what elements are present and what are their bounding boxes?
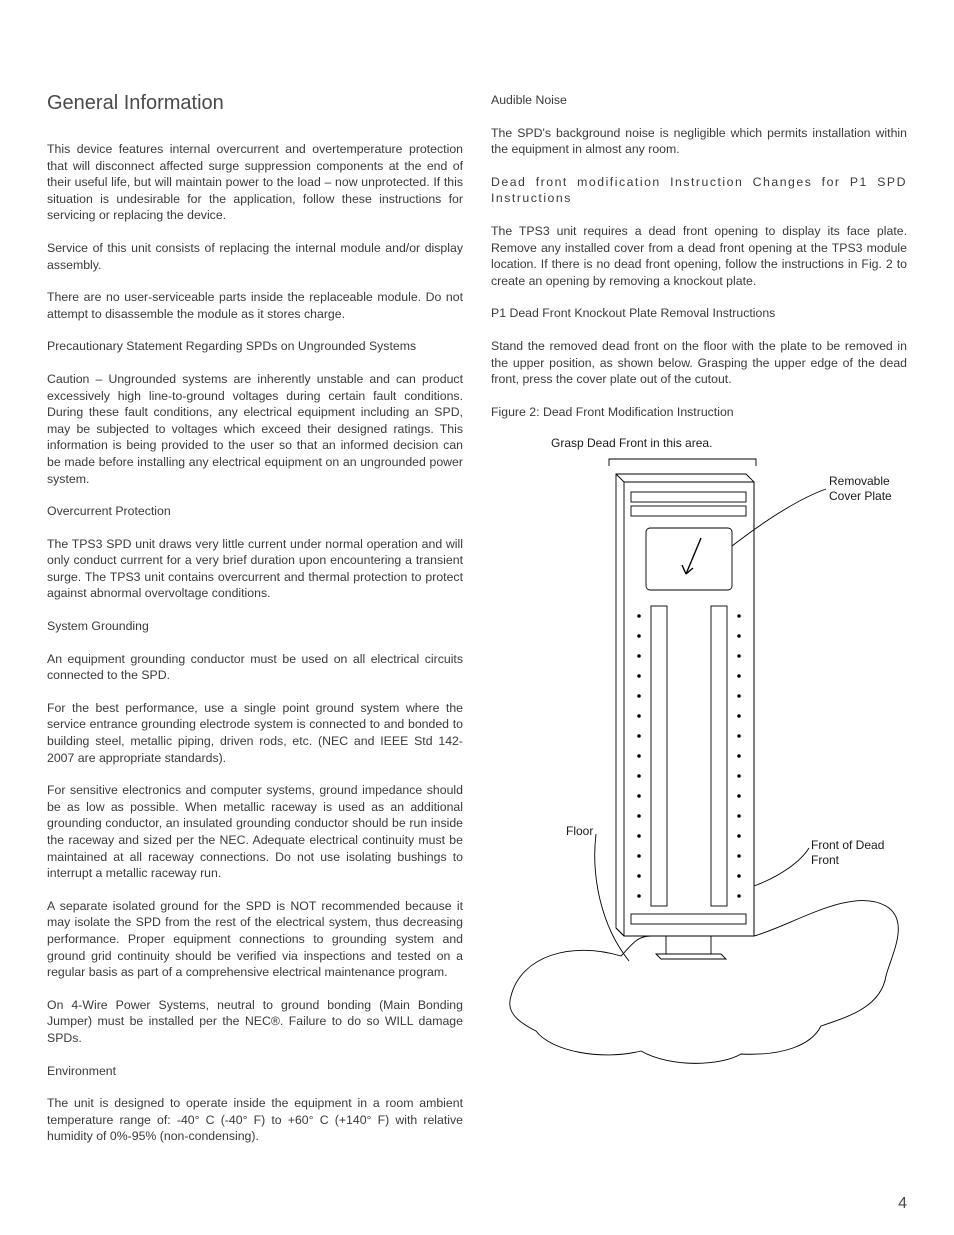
- paragraph: There are no user-serviceable parts insi…: [47, 289, 463, 322]
- paragraph: A separate isolated ground for the SPD i…: [47, 898, 463, 981]
- right-column: Audible Noise The SPD's background noise…: [491, 92, 907, 1161]
- paragraph: The unit is designed to operate inside t…: [47, 1095, 463, 1145]
- subheading: Precautionary Statement Regarding SPDs o…: [47, 338, 463, 355]
- subheading: System Grounding: [47, 618, 463, 635]
- page-heading: General Information: [47, 92, 463, 115]
- figure-caption: Figure 2: Dead Front Modification Instru…: [491, 404, 907, 421]
- paragraph: Service of this unit consists of replaci…: [47, 240, 463, 273]
- paragraph: Caution – Ungrounded systems are inheren…: [47, 371, 463, 487]
- subheading: Dead front modification Instruction Chan…: [491, 174, 907, 207]
- paragraph: For the best performance, use a single p…: [47, 700, 463, 766]
- subheading: Audible Noise: [491, 92, 907, 109]
- subheading: Overcurrent Protection: [47, 503, 463, 520]
- paragraph: The TPS3 unit requires a dead front open…: [491, 223, 907, 289]
- subheading: Environment: [47, 1063, 463, 1080]
- page-body: General Information This device features…: [47, 92, 907, 1161]
- paragraph: On 4-Wire Power Systems, neutral to grou…: [47, 997, 463, 1047]
- paragraph: The SPD's background noise is negligible…: [491, 125, 907, 158]
- subheading: P1 Dead Front Knockout Plate Removal Ins…: [491, 305, 907, 322]
- paragraph: An equipment grounding conductor must be…: [47, 651, 463, 684]
- paragraph: This device features internal overcurren…: [47, 141, 463, 224]
- figure-label-grasp: Grasp Dead Front in this area.: [551, 436, 712, 450]
- dead-front-diagram: [491, 456, 911, 1076]
- figure-2: Grasp Dead Front in this area. Removable…: [491, 436, 907, 1076]
- paragraph: For sensitive electronics and computer s…: [47, 782, 463, 882]
- paragraph: Stand the removed dead front on the floo…: [491, 338, 907, 388]
- page-number: 4: [898, 1195, 907, 1213]
- left-column: General Information This device features…: [47, 92, 463, 1161]
- paragraph: The TPS3 SPD unit draws very little curr…: [47, 536, 463, 602]
